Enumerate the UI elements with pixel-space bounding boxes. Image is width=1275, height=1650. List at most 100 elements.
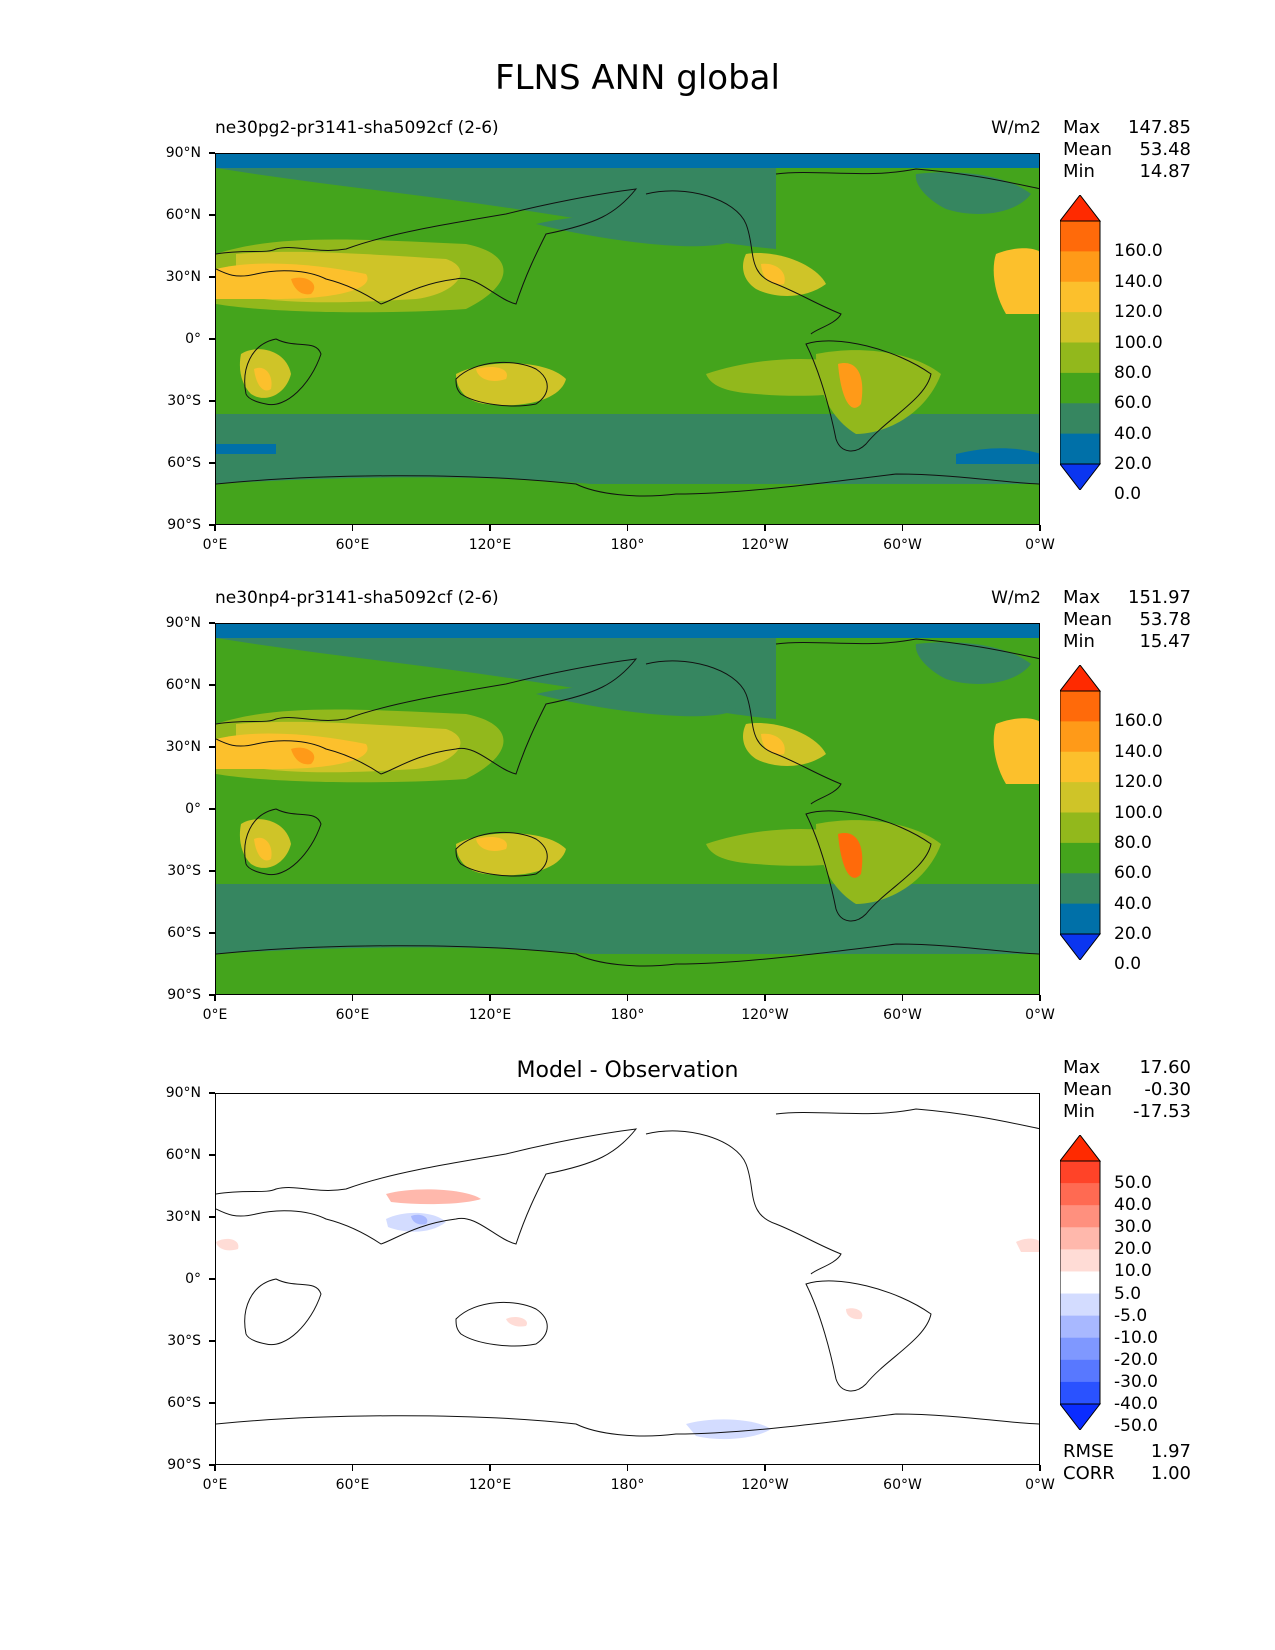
panel-3-field — [216, 1094, 1039, 1464]
colorbar-tick-label: -40.0 — [1114, 1394, 1158, 1414]
colorbar-tick-label: 30.0 — [1114, 1217, 1152, 1238]
colorbar-tick-label: 50.0 — [1114, 1173, 1152, 1194]
panel-3-max-label: Max — [1063, 1057, 1101, 1078]
lon-tick-label: 0°W — [1025, 537, 1055, 553]
panel-1-map — [215, 153, 1040, 525]
lat-tick — [209, 152, 215, 154]
lon-tick — [764, 1465, 766, 1471]
panel-2-min-value: 15.47 — [1139, 631, 1191, 652]
panel-3-rmse-value: 1.97 — [1150, 1441, 1191, 1462]
colorbar-graphic — [1060, 665, 1102, 960]
colorbar-swatch — [1060, 842, 1100, 874]
panel-3-colorbar: 50.0 40.0 30.0 20.0 10.0 5.0 -5.0 -10.0 -20.0 -30… — [1060, 1135, 1190, 1436]
colorbar-tick-label: 20.0 — [1114, 1239, 1152, 1260]
panel-2-map — [215, 623, 1040, 995]
colorbar-swatch — [1060, 721, 1100, 753]
colorbar-swatch — [1060, 903, 1100, 935]
colorbar-outline — [1060, 220, 1101, 465]
colorbar-graphic — [1060, 1135, 1102, 1430]
panel-1-max-value: 147.85 — [1128, 117, 1191, 138]
panel-1-mean-value: 53.48 — [1139, 139, 1191, 160]
colorbar-tick-label: 40.0 — [1114, 1195, 1152, 1216]
lat-tick — [209, 400, 215, 402]
colorbar-tick-label: 140.0 — [1114, 741, 1163, 762]
colorbar-outline — [1060, 690, 1101, 935]
lat-tick-label: 30°S — [167, 393, 201, 409]
figure-title: FLNS ANN global — [495, 58, 780, 98]
lon-tick — [901, 1465, 904, 1471]
colorbar-swatch — [1060, 1183, 1100, 1206]
lat-tick-label: 60°S — [167, 455, 201, 471]
lat-tick-label: 30°N — [165, 1209, 201, 1225]
colorbar-swatch — [1060, 1315, 1100, 1339]
lon-tick-label: 120°E — [468, 1477, 512, 1493]
lon-tick-label: 60°W — [883, 537, 922, 553]
lat-tick — [209, 932, 215, 934]
panel-3-mean-label: Mean — [1063, 1079, 1113, 1100]
lat-tick-label: 0° — [185, 1271, 201, 1287]
lat-tick — [209, 524, 215, 526]
colorbar-tick-label: 100.0 — [1114, 332, 1163, 353]
panel-1-min-label: Min — [1063, 161, 1095, 182]
lon-tick — [1039, 995, 1041, 1001]
lat-tick-label: 90°S — [167, 1457, 201, 1473]
panel-3-corr-value: 1.00 — [1150, 1463, 1191, 1484]
lon-tick — [489, 525, 491, 531]
colorbar-swatch — [1060, 403, 1100, 435]
panel-2-field — [216, 624, 1039, 994]
panel-1-stats: Max 147.85 Mean 53.48 Min 14.87 — [1063, 117, 1191, 183]
colorbar-swatch — [1060, 1205, 1100, 1228]
lat-tick-label: 60°S — [167, 925, 201, 941]
lon-tick — [214, 1465, 216, 1471]
lat-tick-label: 60°N — [165, 1147, 201, 1163]
lat-tick-label: 90°N — [165, 1085, 201, 1101]
colorbar-swatch — [1060, 1359, 1100, 1383]
lat-tick — [209, 870, 215, 872]
lon-tick — [489, 995, 491, 1001]
lat-tick — [209, 276, 215, 278]
lat-tick-label: 60°S — [167, 1395, 201, 1411]
lat-tick — [209, 1154, 215, 1156]
lat-tick — [209, 338, 215, 340]
colorbar-tick-label: -30.0 — [1114, 1371, 1158, 1392]
colorbar-swatch — [1060, 342, 1100, 374]
colorbar-tick-label: 80.0 — [1114, 362, 1152, 383]
lon-tick — [351, 525, 354, 531]
lat-tick — [209, 462, 215, 464]
panel-2-mean-value: 53.78 — [1139, 609, 1191, 630]
lat-tick-label: 0° — [185, 801, 201, 817]
lat-tick-label: 90°N — [165, 145, 201, 161]
lon-tick-label: 120°W — [741, 537, 789, 553]
lat-tick — [209, 214, 215, 216]
colorbar-tick-label: -20.0 — [1114, 1349, 1158, 1370]
panel-3-map — [215, 1093, 1040, 1465]
colorbar-extend-max — [1060, 195, 1102, 222]
panel-2-mean-label: Mean — [1063, 609, 1113, 630]
colorbar-swatch — [1060, 433, 1100, 465]
colorbar-extend-max — [1060, 1135, 1102, 1162]
panel-3-max-value: 17.60 — [1139, 1057, 1191, 1078]
lat-tick-label: 30°N — [165, 269, 201, 285]
lat-tick-label: 30°S — [167, 863, 201, 879]
panel-2-stats: Max 151.97 Mean 53.78 Min 15.47 — [1063, 587, 1191, 653]
colorbar-tick-label: 60.0 — [1114, 863, 1152, 884]
colorbar-tick-label: 20.0 — [1114, 924, 1152, 944]
lon-tick — [1039, 525, 1041, 531]
panel-1-lon-axis: 0°E 60°E 120°E 180° 120°W 60°W 0°W — [203, 525, 1055, 555]
lon-tick-label: 60°E — [335, 537, 370, 553]
colorbar-swatch — [1060, 1381, 1100, 1405]
colorbar-extend-min — [1060, 933, 1102, 960]
panel-3-title: Model - Observation — [516, 1058, 739, 1083]
panel-3-lat-axis: 90°N 60°N 30°N 0° 30°S 60°S 90°S — [140, 1085, 215, 1473]
lon-tick-label: 180° — [610, 1007, 645, 1023]
panel-2-units: W/m2 — [991, 588, 1041, 608]
lat-tick-label: 30°N — [165, 739, 201, 755]
lat-tick — [209, 1216, 215, 1218]
colorbar-tick-label: 120.0 — [1114, 302, 1163, 323]
lon-tick-label: 180° — [610, 537, 645, 553]
lon-tick — [764, 525, 766, 531]
lat-tick-label: 90°N — [165, 615, 201, 631]
lon-tick-label: 0°E — [202, 1477, 228, 1493]
lon-tick — [351, 1465, 354, 1471]
colorbar-swatch — [1060, 251, 1100, 283]
